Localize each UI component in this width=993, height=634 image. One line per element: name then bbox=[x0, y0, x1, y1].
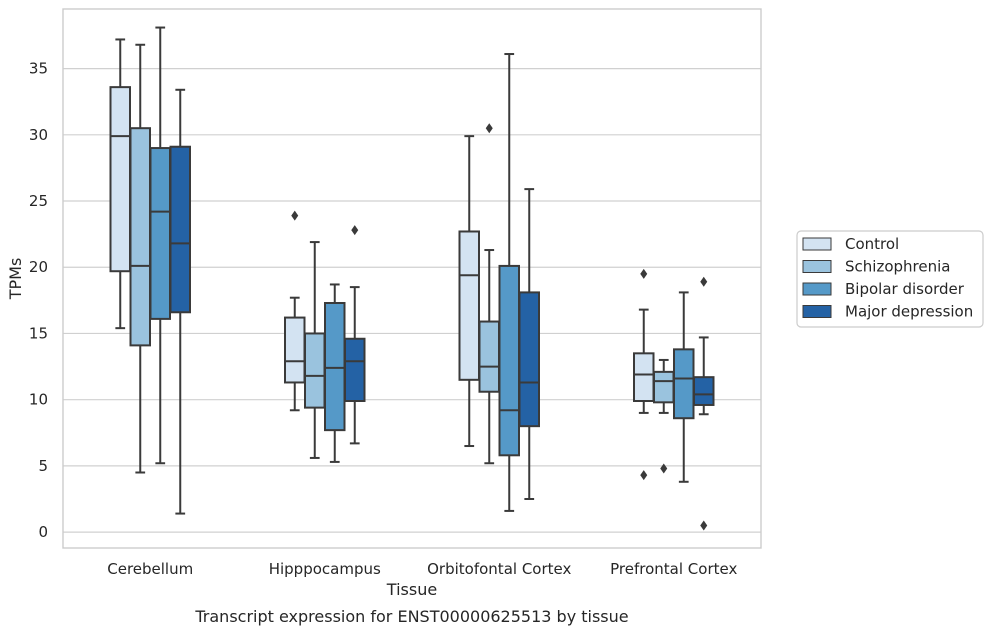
x-tick-labels: Cerebellum Hipppocampus Orbitofontal Corte… bbox=[107, 560, 737, 578]
box bbox=[458, 230, 480, 381]
box-0-2 bbox=[149, 26, 171, 465]
legend-swatch bbox=[802, 260, 832, 273]
outlier-point bbox=[485, 123, 493, 134]
y-tick-label: 35 bbox=[29, 60, 48, 78]
box-3-3 bbox=[693, 276, 715, 531]
legend-label: Control bbox=[845, 235, 899, 253]
box-3-2 bbox=[673, 291, 695, 483]
x-tick-label: Orbitofontal Cortex bbox=[427, 560, 571, 578]
outlier-point bbox=[291, 210, 299, 221]
box bbox=[693, 376, 715, 406]
box-2-1 bbox=[478, 123, 500, 465]
plot-area bbox=[109, 26, 715, 531]
legend-frame bbox=[796, 230, 984, 328]
x-tick-label: Prefrontal Cortex bbox=[610, 560, 737, 578]
y-tick-label: 15 bbox=[29, 324, 48, 342]
box-2-0 bbox=[458, 135, 480, 448]
legend-swatch bbox=[802, 305, 832, 318]
y-tick-label: 25 bbox=[29, 192, 48, 210]
box bbox=[478, 320, 500, 393]
box bbox=[284, 316, 306, 384]
outlier-point bbox=[640, 268, 648, 279]
box bbox=[498, 264, 520, 457]
legend-label: Bipolar disorder bbox=[845, 280, 965, 298]
legend-label: Schizophrenia bbox=[845, 258, 950, 276]
y-tick-label: 5 bbox=[38, 457, 48, 475]
legend: Control Schizophrenia Bipolar disorder Majo… bbox=[796, 230, 984, 328]
box bbox=[344, 337, 366, 402]
y-tick-labels: 0 5 10 15 20 25 30 35 bbox=[29, 60, 48, 542]
box bbox=[304, 332, 326, 409]
x-tick-label: Cerebellum bbox=[107, 560, 193, 578]
box-0-3 bbox=[169, 88, 191, 515]
box-0-0 bbox=[109, 38, 131, 330]
box bbox=[149, 147, 171, 320]
box bbox=[673, 348, 695, 420]
legend-swatch bbox=[802, 282, 832, 296]
box-3-0 bbox=[633, 268, 655, 481]
box-1-3 bbox=[344, 225, 366, 445]
box bbox=[653, 370, 675, 404]
box bbox=[169, 145, 191, 314]
chart-caption: Transcript expression for ENST0000062551… bbox=[194, 607, 628, 626]
box-3-1 bbox=[653, 358, 675, 474]
y-axis-label: TPMs bbox=[6, 258, 25, 301]
outlier-point bbox=[640, 470, 648, 481]
box bbox=[518, 291, 540, 428]
box-2-2 bbox=[498, 53, 520, 512]
box bbox=[324, 302, 346, 432]
box-1-1 bbox=[304, 241, 326, 459]
outlier-point bbox=[700, 276, 708, 287]
y-tick-label: 30 bbox=[29, 126, 48, 144]
y-tick-label: 0 bbox=[38, 523, 48, 541]
legend-swatch bbox=[802, 237, 832, 251]
x-axis-label: Tissue bbox=[386, 580, 437, 599]
box-0-1 bbox=[129, 43, 151, 474]
box-1-2 bbox=[324, 283, 346, 463]
x-tick-label: Hipppocampus bbox=[269, 560, 381, 578]
axes-frame bbox=[62, 8, 762, 549]
box bbox=[109, 86, 131, 273]
box bbox=[633, 352, 655, 402]
outlier-point bbox=[351, 225, 359, 236]
legend-label: Major depression bbox=[845, 303, 973, 321]
outlier-point bbox=[700, 520, 708, 531]
outlier-point bbox=[660, 463, 668, 474]
box-1-0 bbox=[284, 210, 306, 412]
y-tick-label: 20 bbox=[29, 258, 48, 276]
box bbox=[129, 127, 151, 347]
y-tick-label: 10 bbox=[29, 391, 48, 409]
box-2-3 bbox=[518, 188, 540, 500]
